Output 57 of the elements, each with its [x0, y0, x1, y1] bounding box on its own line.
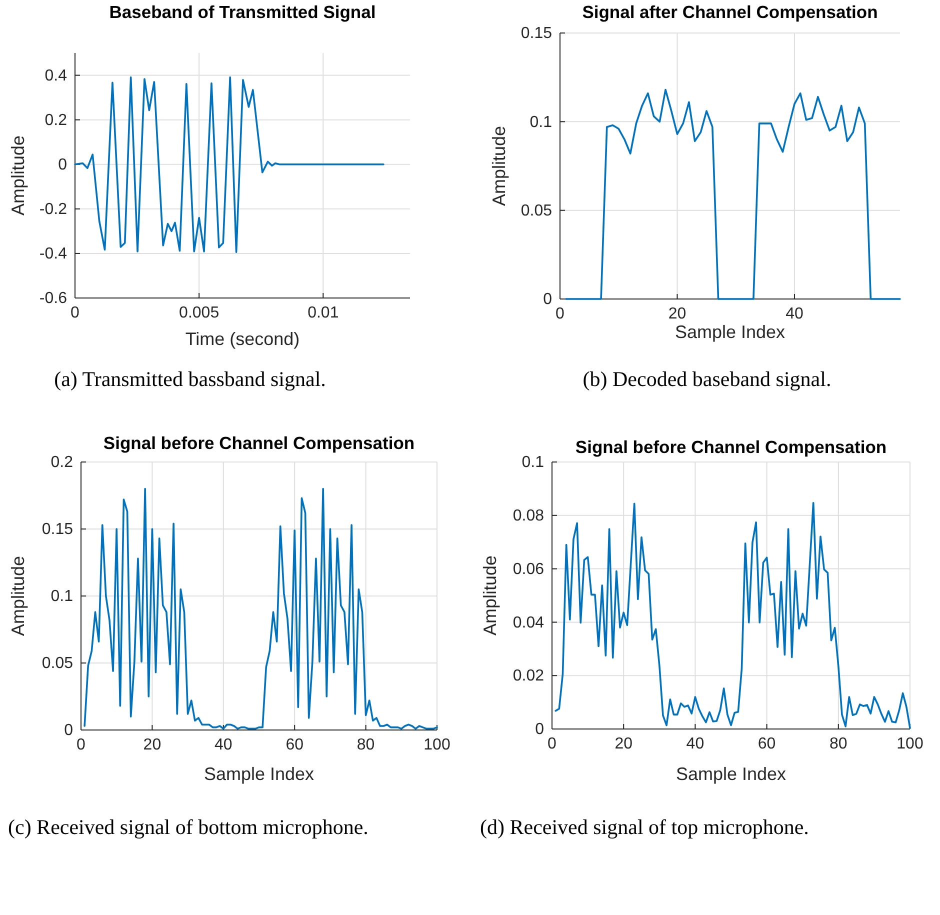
- x-axis-title: Sample Index: [676, 764, 786, 784]
- y-tick-label: 0.02: [512, 668, 544, 685]
- y-tick-label: -0.2: [39, 201, 68, 218]
- x-tick-label: 40: [686, 735, 704, 752]
- y-tick-label: 0.06: [512, 560, 544, 578]
- text: (d) Received signal of top microphone.: [480, 815, 809, 839]
- text: (a) Transmitted bassband signal.: [54, 367, 326, 391]
- line-series: [554, 502, 911, 729]
- x-tick-label: 20: [614, 735, 633, 752]
- x-tick-label: 100: [424, 736, 450, 754]
- y-tick-label: 0.05: [42, 655, 74, 672]
- x-axis-title: Sample Index: [204, 764, 314, 784]
- x-tick-label: 40: [214, 736, 232, 754]
- line-series: [74, 76, 384, 254]
- y-tick-label: -0.6: [39, 290, 68, 308]
- x-tick-label: 80: [356, 736, 375, 754]
- chart-title: Signal before Channel Compensation: [575, 437, 887, 457]
- line-series: [564, 88, 901, 300]
- y-tick-label: 0.15: [520, 25, 552, 42]
- x-axis-title: Sample Index: [674, 322, 786, 342]
- y-tick-label: 0: [64, 722, 74, 740]
- x-tick-label: 80: [830, 735, 848, 752]
- chart-title: Signal after Channel Compensation: [582, 2, 878, 22]
- y-axis-title: Amplitude: [489, 126, 509, 206]
- y-tick-label: 0: [543, 291, 552, 308]
- text: (b) Decoded baseband signal.: [582, 367, 832, 391]
- x-tick-label: 20: [668, 305, 686, 322]
- chart-title: Signal before Channel Compensation: [103, 433, 415, 453]
- x-tick-label: 60: [286, 736, 304, 754]
- line-series: [84, 488, 438, 730]
- y-tick-label: 0.2: [50, 454, 74, 472]
- y-tick-label: 0.2: [44, 112, 68, 129]
- y-tick-label: 0.08: [512, 508, 544, 525]
- x-tick-label: 0: [556, 305, 565, 322]
- y-tick-label: 0: [58, 156, 68, 174]
- x-tick-label: 0.01: [308, 304, 339, 322]
- x-axis-title: Time (second): [185, 329, 300, 349]
- x-tick-label: 20: [143, 736, 162, 754]
- y-tick-label: 0.05: [520, 202, 552, 220]
- y-tick-label: 0.15: [42, 521, 74, 538]
- x-tick-label: 0.005: [179, 304, 220, 322]
- y-tick-label: -0.4: [39, 246, 68, 263]
- x-tick-label: 60: [758, 735, 776, 752]
- y-tick-label: 0.04: [512, 614, 544, 632]
- x-tick-label: 0: [76, 736, 86, 754]
- chart-title: Baseband of Transmitted Signal: [109, 2, 376, 22]
- y-axis-title: Amplitude: [8, 135, 28, 216]
- y-tick-label: 0: [535, 721, 544, 738]
- x-tick-label: 40: [786, 305, 804, 322]
- text: (c) Received signal of bottom microphone.: [8, 815, 368, 839]
- y-tick-label: 0.4: [44, 67, 68, 84]
- x-tick-label: 100: [896, 735, 924, 752]
- y-tick-label: 0.1: [522, 454, 544, 472]
- y-tick-label: 0.1: [530, 114, 552, 131]
- y-axis-title: Amplitude: [8, 556, 28, 636]
- y-tick-label: 0.1: [50, 588, 74, 606]
- y-axis-title: Amplitude: [480, 555, 500, 636]
